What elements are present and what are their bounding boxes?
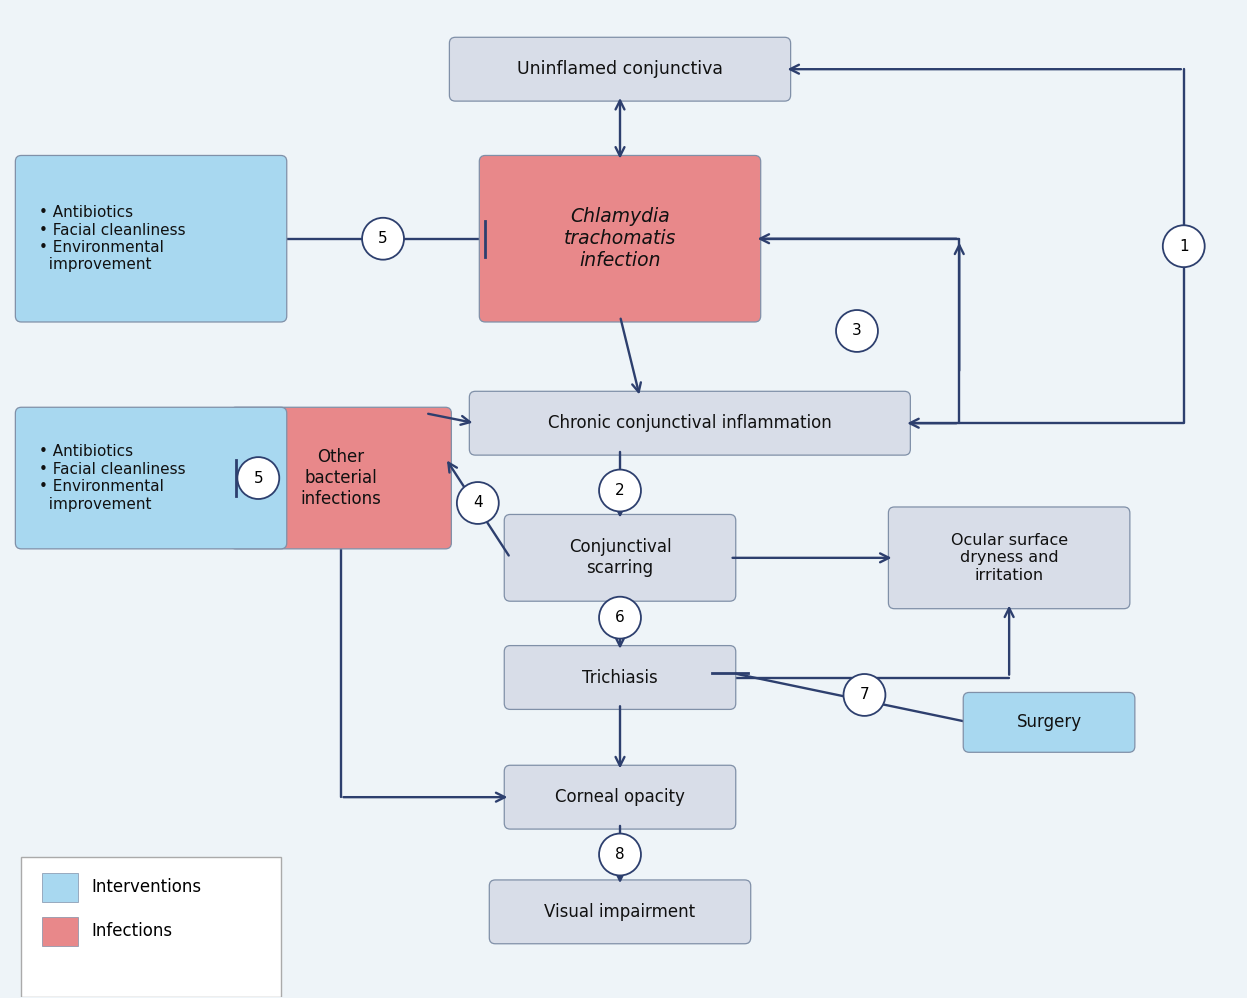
Text: Conjunctival
scarring: Conjunctival scarring — [569, 539, 671, 577]
FancyBboxPatch shape — [504, 514, 736, 601]
FancyBboxPatch shape — [888, 507, 1130, 609]
Text: Infections: Infections — [91, 922, 172, 940]
FancyBboxPatch shape — [229, 407, 451, 549]
Text: Interventions: Interventions — [91, 878, 201, 896]
Text: 6: 6 — [615, 610, 625, 625]
FancyBboxPatch shape — [469, 391, 910, 455]
Text: Other
bacterial
infections: Other bacterial infections — [301, 448, 382, 508]
Text: Ocular surface
dryness and
irritation: Ocular surface dryness and irritation — [950, 533, 1067, 583]
FancyBboxPatch shape — [42, 873, 79, 902]
Text: 1: 1 — [1178, 239, 1188, 253]
FancyBboxPatch shape — [479, 156, 761, 322]
Text: 3: 3 — [852, 323, 862, 338]
Text: Chlamydia
trachomatis
infection: Chlamydia trachomatis infection — [564, 208, 676, 270]
Text: 4: 4 — [473, 495, 483, 511]
Text: 7: 7 — [859, 688, 869, 703]
Text: 5: 5 — [253, 471, 263, 486]
Text: Visual impairment: Visual impairment — [545, 903, 696, 921]
FancyBboxPatch shape — [15, 156, 287, 322]
FancyBboxPatch shape — [489, 880, 751, 944]
Text: 5: 5 — [378, 232, 388, 247]
Text: Surgery: Surgery — [1016, 714, 1081, 732]
Text: Uninflamed conjunctiva: Uninflamed conjunctiva — [518, 60, 723, 78]
Circle shape — [237, 457, 279, 499]
FancyBboxPatch shape — [504, 646, 736, 710]
FancyBboxPatch shape — [21, 857, 281, 997]
Circle shape — [362, 218, 404, 259]
Text: Trichiasis: Trichiasis — [582, 669, 658, 687]
Circle shape — [843, 674, 885, 716]
Circle shape — [456, 482, 499, 524]
Circle shape — [835, 310, 878, 352]
FancyBboxPatch shape — [42, 917, 79, 946]
Circle shape — [599, 833, 641, 875]
Text: • Antibiotics
• Facial cleanliness
• Environmental
  improvement: • Antibiotics • Facial cleanliness • Env… — [40, 444, 186, 512]
Text: • Antibiotics
• Facial cleanliness
• Environmental
  improvement: • Antibiotics • Facial cleanliness • Env… — [40, 206, 186, 272]
Text: Corneal opacity: Corneal opacity — [555, 788, 685, 806]
Text: 8: 8 — [615, 847, 625, 862]
Circle shape — [599, 470, 641, 511]
FancyBboxPatch shape — [963, 693, 1135, 752]
Text: Chronic conjunctival inflammation: Chronic conjunctival inflammation — [547, 414, 832, 432]
FancyBboxPatch shape — [15, 407, 287, 549]
Circle shape — [599, 597, 641, 639]
Text: 2: 2 — [615, 483, 625, 498]
FancyBboxPatch shape — [449, 37, 791, 101]
FancyBboxPatch shape — [504, 765, 736, 829]
Circle shape — [1162, 226, 1205, 267]
